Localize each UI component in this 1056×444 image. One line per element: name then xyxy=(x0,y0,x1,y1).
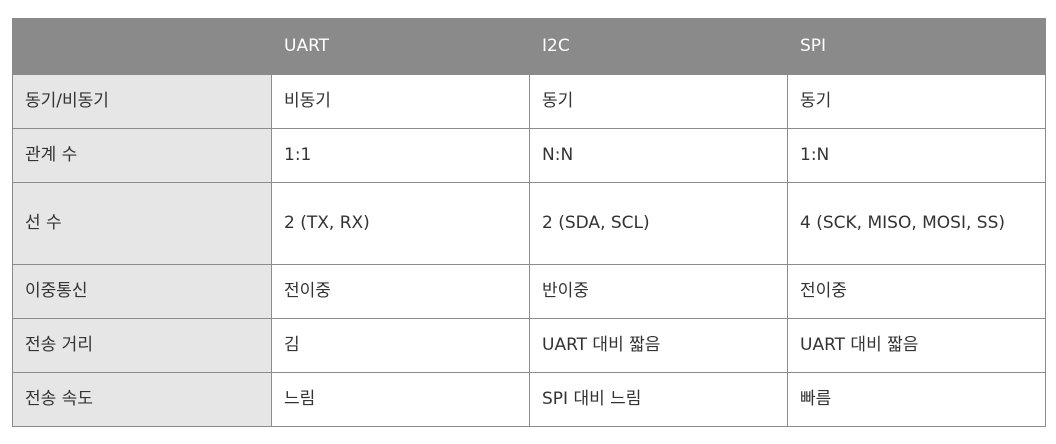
row-label: 관계 수 xyxy=(12,128,272,183)
table-cell: 2 (TX, RX) xyxy=(271,182,530,265)
header-uart: UART xyxy=(271,18,530,75)
row-label: 전송 속도 xyxy=(12,372,272,427)
table-cell: 1:N xyxy=(787,128,1046,183)
header-i2c: I2C xyxy=(529,18,788,75)
table-cell: 동기 xyxy=(529,74,788,129)
table-cell: 빠름 xyxy=(787,372,1046,427)
row-label: 이중통신 xyxy=(12,264,272,319)
comparison-table: UART I2C SPI 동기/비동기 비동기 동기 동기 관계 수 1:1 N… xyxy=(12,18,1046,427)
table-cell: UART 대비 짧음 xyxy=(529,318,788,373)
table-cell: N:N xyxy=(529,128,788,183)
table-cell: 느림 xyxy=(271,372,530,427)
row-label: 동기/비동기 xyxy=(12,74,272,129)
table-cell: 반이중 xyxy=(529,264,788,319)
table-cell: SPI 대비 느림 xyxy=(529,372,788,427)
table-row: 동기/비동기 비동기 동기 동기 xyxy=(12,74,1046,129)
table-row: 전송 거리 김 UART 대비 짧음 UART 대비 짧음 xyxy=(12,318,1046,373)
table-row: 전송 속도 느림 SPI 대비 느림 빠름 xyxy=(12,372,1046,427)
table-cell: 전이중 xyxy=(787,264,1046,319)
table-cell: 1:1 xyxy=(271,128,530,183)
row-label: 전송 거리 xyxy=(12,318,272,373)
table-cell: 김 xyxy=(271,318,530,373)
table-row: 이중통신 전이중 반이중 전이중 xyxy=(12,264,1046,319)
table-header-row: UART I2C SPI xyxy=(12,18,1046,75)
comparison-table-container: UART I2C SPI 동기/비동기 비동기 동기 동기 관계 수 1:1 N… xyxy=(12,18,1046,427)
table-cell: 2 (SDA, SCL) xyxy=(529,182,788,265)
table-cell: UART 대비 짧음 xyxy=(787,318,1046,373)
table-row: 관계 수 1:1 N:N 1:N xyxy=(12,128,1046,183)
table-cell: 4 (SCK, MISO, MOSI, SS) xyxy=(787,182,1046,265)
table-cell: 전이중 xyxy=(271,264,530,319)
row-label: 선 수 xyxy=(12,182,272,265)
table-cell: 동기 xyxy=(787,74,1046,129)
header-corner-cell xyxy=(12,18,272,75)
table-row: 선 수 2 (TX, RX) 2 (SDA, SCL) 4 (SCK, MISO… xyxy=(12,182,1046,265)
table-cell: 비동기 xyxy=(271,74,530,129)
header-spi: SPI xyxy=(787,18,1046,75)
